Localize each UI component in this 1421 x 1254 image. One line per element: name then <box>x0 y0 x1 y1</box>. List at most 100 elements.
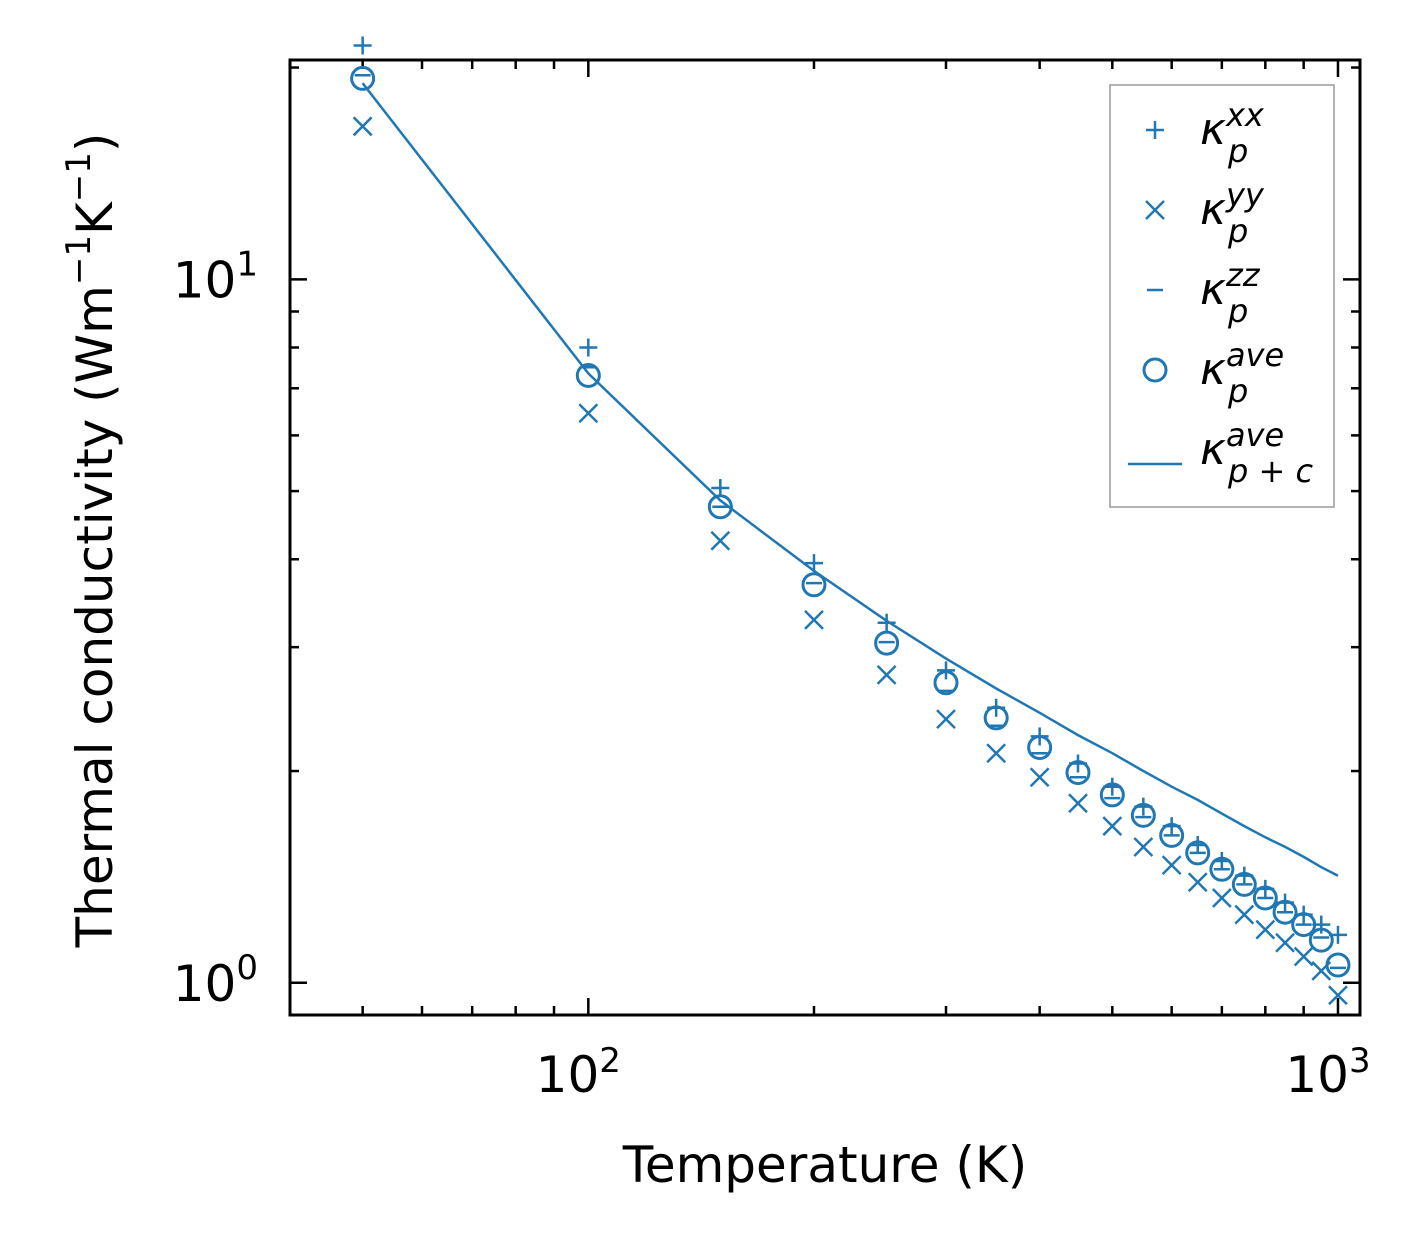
data-point-x <box>986 743 1007 764</box>
legend-item-dash: κzz p <box>1147 256 1261 330</box>
data-point-circle <box>1291 912 1317 938</box>
legend-label-main: κ <box>1200 184 1226 235</box>
data-point-x <box>936 709 956 730</box>
y-tick-label-exp: 1 <box>236 244 258 284</box>
data-point-x <box>1133 837 1154 857</box>
y-tick-label-exp: 0 <box>236 948 258 988</box>
data-point-circle <box>801 572 827 598</box>
data-point-plus <box>711 479 730 498</box>
legend-swatch-b <box>1145 200 1165 220</box>
data-point-circle <box>874 630 900 656</box>
major-ticks <box>290 60 1360 1015</box>
y-tick-label-base: 10 <box>173 955 237 1013</box>
legend-label: κave p + c <box>1200 416 1313 490</box>
data-point-x-b <box>1275 932 1295 953</box>
data-point-x-b <box>876 664 897 685</box>
plot-frame <box>288 58 1362 1017</box>
y-axis-label-close: ) <box>66 133 124 153</box>
legend-label-sub: p + c <box>1227 452 1313 490</box>
series-line <box>361 82 1339 877</box>
data-point-x <box>1102 816 1123 837</box>
data-point-plus <box>579 338 598 357</box>
data-point-x <box>1211 888 1232 908</box>
legend-label: κyy p <box>1200 176 1265 250</box>
data-point-circle <box>707 494 733 520</box>
legend-label-sub: p <box>1227 132 1248 170</box>
data-point-circle <box>1099 782 1125 808</box>
data-point-x <box>1187 872 1208 893</box>
legend-item-circle: κave p <box>1142 336 1284 410</box>
data-point-x-b <box>1161 855 1182 875</box>
legend-item-line: κave p + c <box>1128 416 1313 490</box>
data-point-x-b <box>710 530 731 551</box>
data-point-circle <box>1159 822 1185 848</box>
data-point-x <box>1255 919 1276 940</box>
legend-label-main: κ <box>1200 424 1226 475</box>
legend-label: κzz p <box>1200 256 1261 330</box>
data-point-circle <box>1325 952 1351 978</box>
data-point-circle <box>1231 871 1257 897</box>
data-point-circle <box>1272 899 1298 925</box>
data-point-circle <box>1027 735 1053 761</box>
data-point-x-b <box>1293 946 1314 967</box>
series-kappa-p-c-ave <box>361 82 1339 877</box>
data-point-x <box>804 610 824 630</box>
y-axis-label-exp-1: −1 <box>59 235 99 285</box>
data-point-x <box>352 116 373 137</box>
series-kappa-p-ave <box>350 65 1351 978</box>
data-point-x-b <box>1068 793 1088 814</box>
legend-label-main: κ <box>1200 104 1226 155</box>
data-point-x <box>710 530 731 551</box>
x-tick-label: 103 <box>1285 1041 1370 1104</box>
data-point-circle <box>1308 927 1334 953</box>
data-point-circle <box>1209 856 1235 882</box>
y-axis-label: Thermal conductivity (Wm−1K−1) <box>59 133 124 949</box>
y-tick-label-base: 10 <box>173 251 237 309</box>
y-axis-label-k: K <box>66 201 124 235</box>
data-point-circle <box>983 705 1009 731</box>
y-tick-label: 101 <box>173 244 258 309</box>
legend-swatch <box>1142 357 1168 383</box>
y-tick-label: 100 <box>173 948 258 1013</box>
data-point-circle <box>1185 840 1211 866</box>
legend-frame <box>1109 84 1335 508</box>
legend-label-main: κ <box>1200 264 1226 315</box>
plot-marks <box>350 36 1351 1006</box>
data-point-circle <box>1065 760 1091 786</box>
legend-label-sub: p <box>1227 212 1248 250</box>
svg-text:Thermal conductivity (Wm−1K−1): Thermal conductivity (Wm−1K−1) <box>59 133 124 949</box>
x-tick-label-exp: 2 <box>599 1041 621 1081</box>
x-tick-label-base: 10 <box>536 1046 600 1104</box>
data-point-x-b <box>1187 872 1208 893</box>
data-point-circle <box>350 65 376 91</box>
legend-label-sup: zz <box>1225 256 1261 294</box>
data-point-x-b <box>1029 767 1050 788</box>
data-point-circle <box>933 670 959 696</box>
data-point-x-b <box>1255 919 1276 940</box>
legend-label-sub: p <box>1227 292 1248 330</box>
x-tick-label-exp: 3 <box>1349 1041 1371 1081</box>
legend-swatch <box>1145 200 1165 220</box>
data-point-x-b <box>986 743 1007 764</box>
data-point-x <box>1161 855 1182 875</box>
data-point-x <box>1068 793 1088 814</box>
data-point-x <box>1029 767 1050 788</box>
data-point-x-b <box>352 116 373 137</box>
y-axis-label-main: Thermal conductivity (Wm <box>66 285 124 948</box>
data-point-x-b <box>1234 904 1255 925</box>
data-point-x <box>1328 985 1348 1006</box>
legend-swatch <box>1146 121 1164 139</box>
data-point-x-b <box>804 610 824 630</box>
legend-label-sup: ave <box>1226 336 1284 374</box>
legend-label-sub: p <box>1227 372 1248 410</box>
legend-label: κxx p <box>1200 96 1265 170</box>
data-point-x <box>1293 946 1314 967</box>
x-tick-label-base: 10 <box>1285 1046 1349 1104</box>
data-point-x-b <box>578 403 599 424</box>
data-point-x-b <box>1328 985 1348 1006</box>
data-point-x-b <box>936 709 956 730</box>
data-point-plus <box>804 554 823 573</box>
data-point-x-b <box>1133 837 1154 857</box>
data-point-circle <box>1252 885 1278 911</box>
